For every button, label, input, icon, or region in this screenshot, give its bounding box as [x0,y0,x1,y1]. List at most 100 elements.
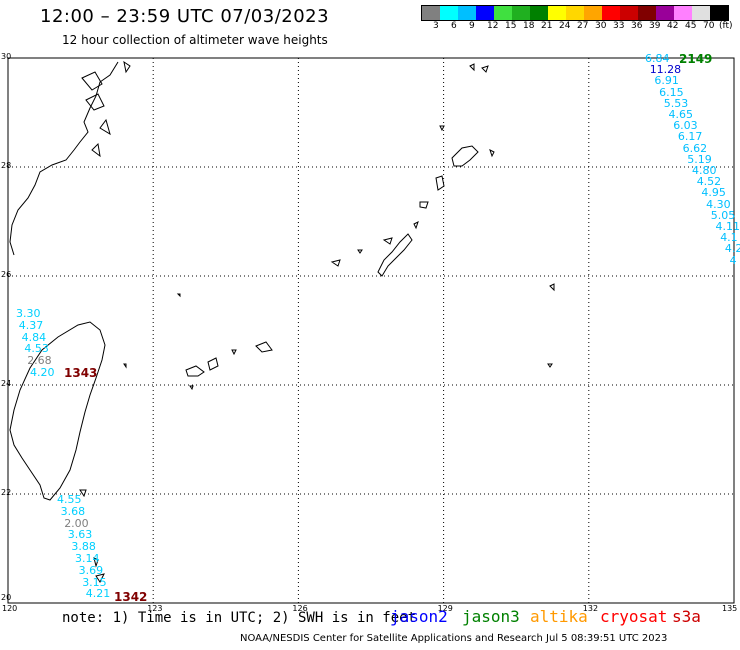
wave-height-value: 4.80 [692,164,717,177]
footer-credit: NOAA/NESDIS Center for Satellite Applica… [240,633,668,644]
colorbar-label: 30 [595,21,607,31]
longitude-tick-label: 126 [292,604,308,613]
wave-height-value: 4.20 [30,366,55,379]
colorbar-label: 36 [631,21,643,31]
wave-height-value: 6.91 [654,74,679,88]
colorbar-label: (ft) [719,21,733,31]
wave-height-value: 4.55 [57,493,82,506]
taiwan-coastline [9,321,106,501]
wave-height-value: 4.2 [724,242,740,256]
longitude-tick-label: 135 [722,604,738,613]
footer-note: note: 1) Time is in UTC; 2) SWH is in fe… [62,610,417,626]
colorbar-swatch [566,6,584,20]
legend-altika: altika [530,607,588,626]
okinawa-island [377,233,413,277]
wave-height-value: 11.28 [649,63,682,77]
wave-height-value: 4.1 [720,231,738,245]
longitude-tick-label: 123 [147,604,163,613]
wave-height-value: 2.68 [27,354,52,368]
legend-s3a: s3a [672,607,701,626]
wave-height-value: 3.30 [16,307,41,320]
map-grid [7,57,735,604]
longitude-tick-label: 120 [2,604,18,613]
latitude-tick-label: 26 [1,270,12,279]
wave-height-value: 6.15 [659,85,684,99]
colorbar-label: 45 [685,21,697,31]
colorbar-label: 24 [559,21,571,31]
map-subtitle: 12 hour collection of altimeter wave hei… [62,33,328,47]
colorbar-swatch [476,6,494,20]
colorbar-label: 39 [649,21,661,31]
latitude-tick-label: 22 [1,488,12,497]
wave-height-value: 3.88 [71,540,96,554]
colorbar-label: 3 [433,21,439,31]
southeast-islets [79,283,555,583]
wave-height-value: 3.69 [78,563,104,577]
ryukyu-small-islands [330,63,495,267]
latitude-tick-label: 24 [1,379,12,388]
wave-height-value: 3.63 [67,528,93,542]
wave-height-value: 6.17 [677,130,703,144]
colorbar-label: 21 [541,21,553,31]
yaeyama-islands [123,293,273,391]
colorbar-swatch [548,6,566,20]
wave-height-value: 4.84 [21,330,47,344]
wave-height-value: 3.15 [82,575,107,589]
wave-height-value: 5.53 [663,96,689,110]
kyushu-coastline [9,61,119,256]
colorbar-swatch [494,6,512,20]
map-frame [7,57,735,604]
colorbar-swatch [440,6,458,20]
pass-number-label: 1343 [64,366,98,380]
colorbar-swatch [692,6,710,20]
colorbar-label: 18 [523,21,535,31]
pass-number-label: 2149 [679,52,713,66]
wave-height-value: 4.30 [706,197,731,211]
legend-jason2: jason2 [390,607,448,626]
wave-height-value: 4.52 [696,175,722,189]
longitude-tick-label: 132 [582,604,599,613]
longitude-tick-label: 129 [437,604,453,613]
wave-height-value: 3.14 [75,552,100,565]
colorbar-swatch [674,6,692,20]
colorbar-label: 15 [505,21,517,31]
colorbar-swatch [458,6,476,20]
wave-height-colorbar [421,5,729,21]
amami-oshima [451,145,479,167]
wave-height-value: 4.37 [18,318,44,332]
wave-height-value: 4.95 [701,186,726,200]
wave-height-value: 3.68 [60,504,86,518]
colorbar-label: 12 [487,21,499,31]
colorbar-swatch [512,6,530,20]
colorbar-label: 6 [451,21,457,31]
colorbar-label: 33 [613,21,625,31]
map-title: 12:00 – 23:59 UTC 07/03/2023 [40,6,330,27]
wave-height-value: 4.11 [715,220,740,233]
japan-island-cluster [81,60,131,158]
latitude-tick-label: 30 [1,52,12,61]
wave-height-value: 4 [729,253,737,267]
colorbar-label: 27 [577,21,589,31]
colorbar-swatch [602,6,620,20]
wave-height-value: 2.00 [64,516,89,530]
wave-height-value: 4.21 [85,587,111,601]
colorbar-label: 9 [469,21,475,31]
legend-cryosat: cryosat [600,607,668,626]
wave-height-value: 5.05 [710,208,736,222]
colorbar-swatch [530,6,548,20]
wave-height-value: 4.53 [24,342,49,356]
wave-height-value: 6.03 [673,119,698,133]
colorbar-label: 42 [667,21,679,31]
colorbar-label: 70 [703,21,715,31]
colorbar-swatch [656,6,674,20]
pass-number-label: 1342 [114,590,148,604]
wave-height-value: 6.62 [682,141,708,155]
wave-height-value: 5.19 [687,152,712,166]
latitude-tick-label: 28 [1,161,12,170]
wave-height-value: 4.65 [668,108,694,121]
colorbar-swatch [584,6,602,20]
colorbar-swatch [710,6,728,20]
legend-jason3: jason3 [462,607,520,626]
colorbar-swatch [422,6,440,20]
